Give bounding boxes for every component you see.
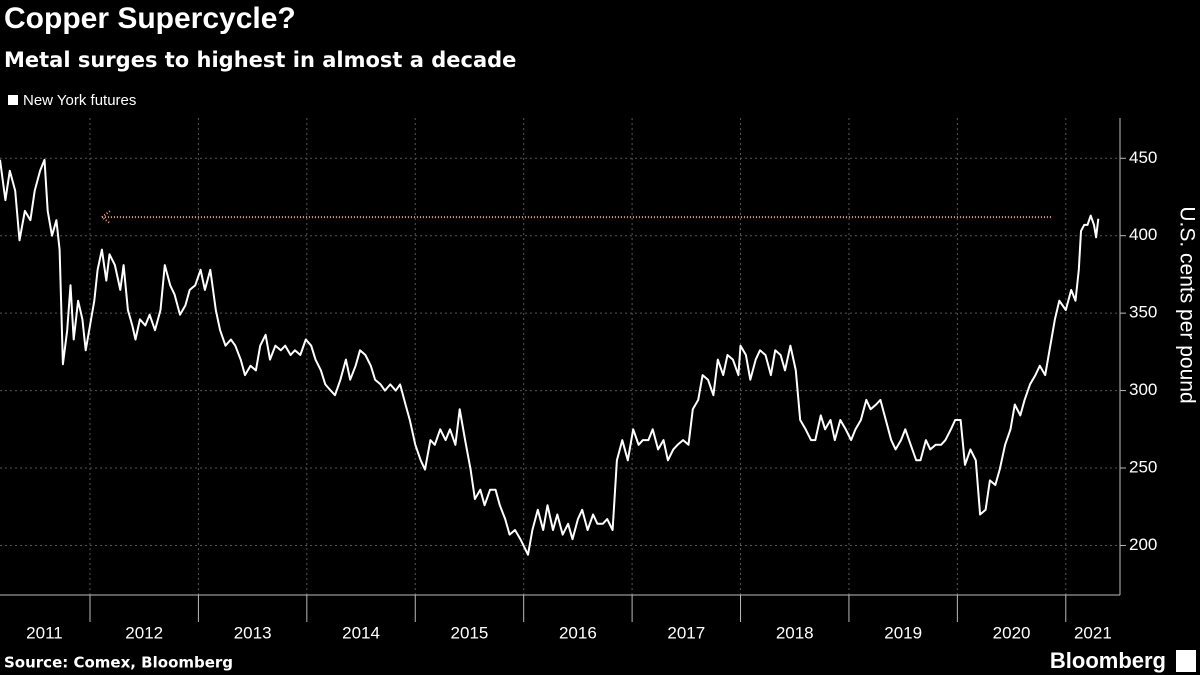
y-axis-label: U.S. cents per pound: [1175, 206, 1198, 403]
chart-title: Copper Supercycle?: [4, 2, 296, 35]
x-tick-label: 2014: [342, 623, 380, 642]
x-tick-label: 2011: [26, 623, 63, 642]
x-tick-label: 2017: [667, 623, 705, 642]
chart-subtitle: Metal surges to highest in almost a deca…: [4, 48, 516, 72]
reference-arrow: [100, 210, 111, 224]
x-tick-label: 2019: [884, 623, 922, 642]
x-tick-label: 2020: [993, 623, 1031, 642]
x-tick-label: 2021: [1074, 623, 1112, 642]
y-tick-label: 350: [1129, 303, 1157, 322]
y-tick-label: 250: [1129, 457, 1157, 476]
y-tick-label: 400: [1129, 225, 1157, 244]
x-tick-label: 2018: [776, 623, 814, 642]
source: Source: Comex, Bloomberg: [4, 654, 233, 672]
brand-icon: [1176, 650, 1196, 672]
y-tick-label: 450: [1129, 148, 1157, 167]
x-tick-label: 2013: [234, 623, 272, 642]
legend-swatch: [8, 95, 18, 105]
x-tick-label: 2015: [451, 623, 489, 642]
price-line: [0, 158, 1100, 556]
x-tick-label: 2016: [559, 623, 597, 642]
y-tick-label: 200: [1129, 535, 1157, 554]
brand: Bloomberg: [1050, 648, 1166, 673]
legend-label: New York futures: [23, 92, 136, 109]
x-tick-label: 2012: [125, 623, 163, 642]
y-tick-label: 300: [1129, 380, 1157, 399]
